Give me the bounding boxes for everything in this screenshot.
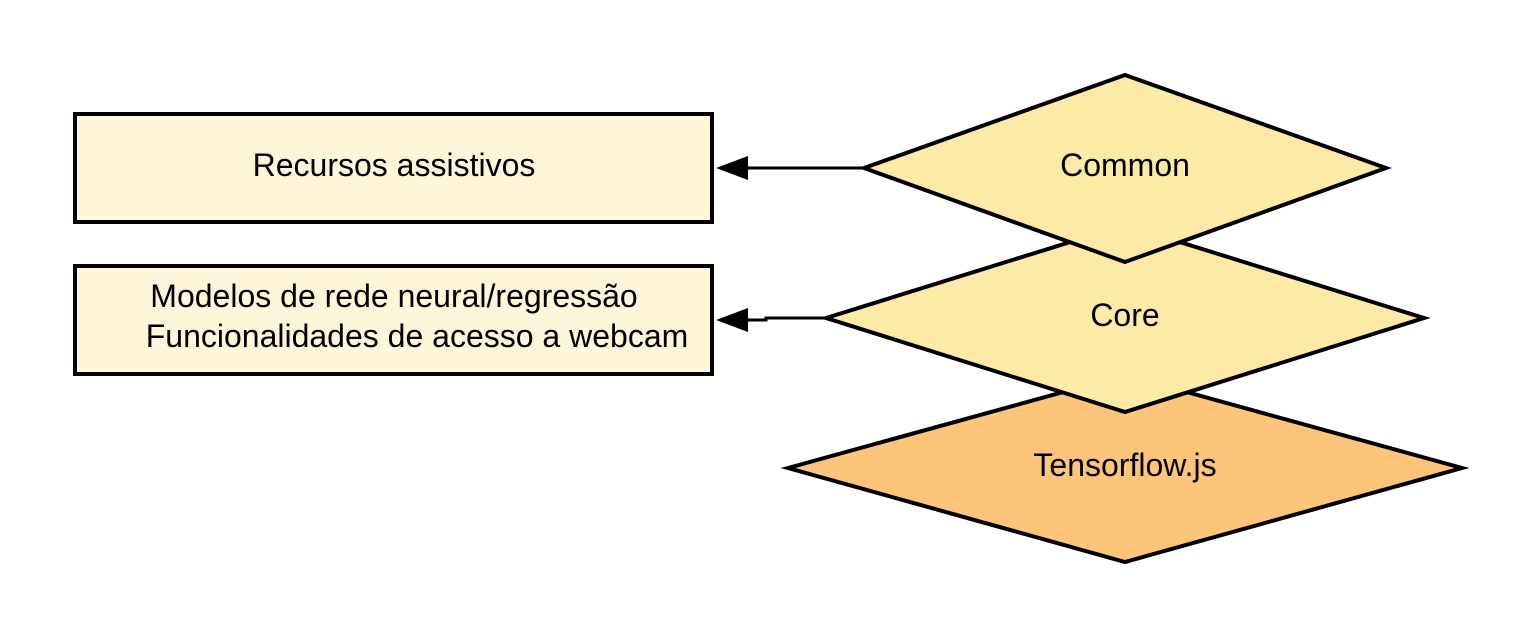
core-layer-label: Core — [1090, 297, 1159, 333]
common-layer-label: Common — [1060, 147, 1190, 183]
models-features-line1: Modelos de rede neural/regressão — [150, 278, 637, 314]
assistive-features-label: Recursos assistivos — [253, 147, 536, 183]
common-layer-shape — [858, 72, 1392, 265]
core-layer-shape — [819, 222, 1431, 415]
models-features-box — [73, 264, 714, 376]
core-to-models-arrowhead — [716, 308, 748, 332]
tensorflow-layer-shape — [780, 372, 1470, 565]
tensorflow-layer-label: Tensorflow.js — [1033, 447, 1216, 483]
core-to-models-connector — [748, 316, 826, 322]
models-features-line2: Funcionalidades de acesso a webcam — [146, 318, 689, 354]
assistive-features-box — [73, 112, 714, 224]
common-to-assistive-arrowhead — [716, 156, 748, 180]
